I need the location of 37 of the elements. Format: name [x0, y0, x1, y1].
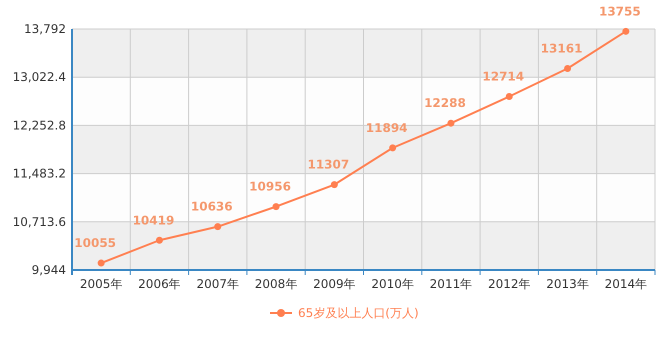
point — [506, 93, 513, 100]
data-label: 12714 — [482, 70, 524, 84]
point — [214, 223, 222, 230]
y-tick-label: 13,022.4 — [12, 70, 66, 84]
point — [447, 120, 454, 127]
legend-label: 65岁及以上人口(万人) — [298, 306, 419, 320]
x-tick-label: 2006年 — [138, 277, 181, 291]
x-tick-label: 2009年 — [313, 277, 356, 291]
data-label: 13161 — [540, 42, 582, 56]
point — [389, 144, 396, 152]
y-tick-label: 12,252.8 — [12, 118, 66, 132]
point — [330, 181, 338, 188]
point — [98, 260, 105, 267]
point — [622, 28, 630, 35]
y-tick-label: 9,944 — [32, 263, 66, 277]
point — [272, 203, 280, 210]
x-tick-label: 2013年 — [546, 277, 589, 291]
data-label: 10636 — [190, 200, 233, 214]
data-label: 10055 — [74, 236, 116, 250]
x-tick-label: 2014年 — [604, 277, 648, 291]
x-tick-label: 2007年 — [196, 277, 240, 291]
data-label: 10956 — [249, 180, 291, 194]
x-tick-label: 2010年 — [371, 277, 414, 291]
x-tick-label: 2005年 — [80, 277, 122, 291]
data-label: 10419 — [132, 213, 174, 228]
point — [564, 65, 572, 72]
y-tick-label: 13,792 — [24, 22, 66, 36]
data-label: 13755 — [598, 4, 641, 18]
x-tick-label: 2012年 — [488, 277, 531, 291]
data-label: 12288 — [424, 96, 466, 110]
data-label: 11307 — [307, 158, 350, 172]
x-tick-label: 2008年 — [254, 277, 298, 291]
y-tick-label: 11,483.2 — [12, 166, 66, 181]
point — [156, 236, 163, 244]
data-label: 11894 — [366, 120, 408, 135]
x-tick-label: 2011年 — [430, 277, 472, 291]
y-tick-label: 10,713.6 — [12, 214, 66, 229]
